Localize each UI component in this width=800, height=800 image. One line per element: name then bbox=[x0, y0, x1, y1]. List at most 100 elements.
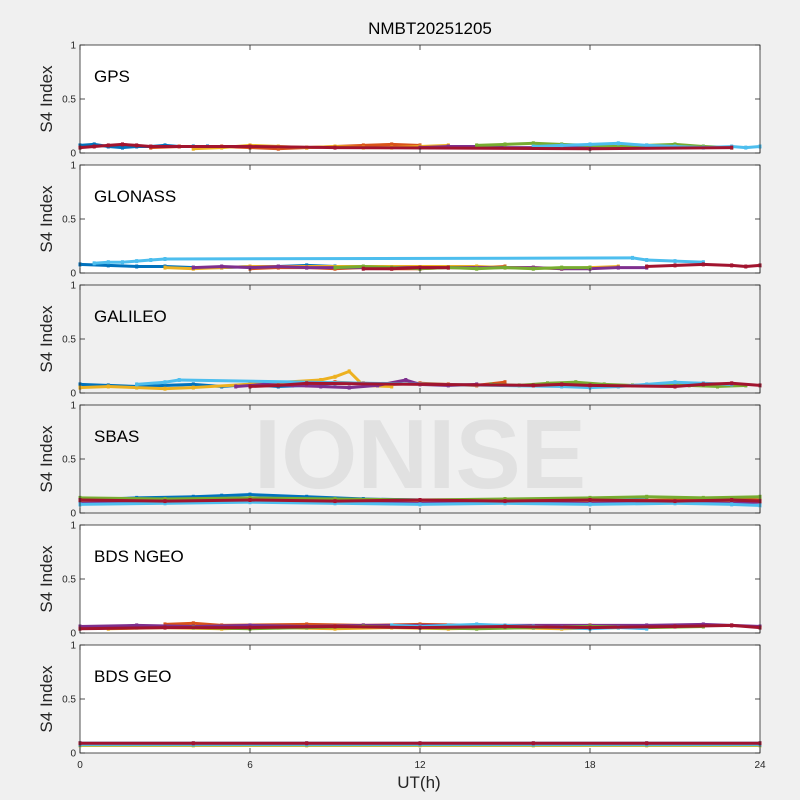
y-tick-label: 0.5 bbox=[62, 695, 76, 706]
plot-area bbox=[80, 525, 760, 633]
data-segment bbox=[503, 266, 535, 271]
data-segment bbox=[106, 142, 125, 148]
watermark: IONISE bbox=[254, 399, 586, 509]
y-axis-label: S4 Index bbox=[37, 185, 56, 253]
data-point bbox=[163, 265, 167, 270]
data-point bbox=[645, 264, 649, 269]
data-point bbox=[503, 497, 507, 501]
data-segment bbox=[701, 495, 762, 500]
plot-area bbox=[80, 285, 760, 393]
data-point bbox=[475, 622, 479, 627]
data-segment bbox=[92, 260, 110, 265]
data-point bbox=[191, 621, 195, 626]
data-segment bbox=[418, 498, 507, 503]
data-segment bbox=[588, 624, 677, 630]
data-point bbox=[616, 265, 620, 270]
data-point bbox=[475, 626, 479, 631]
data-point bbox=[730, 145, 734, 150]
data-segment bbox=[120, 259, 139, 264]
data-segment bbox=[220, 264, 252, 270]
data-point bbox=[191, 265, 195, 270]
data-segment bbox=[220, 493, 252, 498]
data-point bbox=[92, 142, 96, 147]
figure-title: NMBT20251205 bbox=[368, 19, 492, 38]
data-point bbox=[333, 374, 337, 379]
data-segment bbox=[673, 498, 734, 503]
y-tick-label: 0 bbox=[70, 509, 76, 520]
panel-galileo: 0 0.5 1 GALILEO S4 Index bbox=[37, 281, 762, 400]
data-point bbox=[673, 499, 677, 504]
data-segment bbox=[163, 266, 195, 271]
data-segment bbox=[673, 501, 734, 506]
data-point bbox=[616, 141, 620, 146]
data-point bbox=[730, 623, 734, 628]
panel-label: GLONASS bbox=[94, 187, 176, 206]
data-segment bbox=[333, 624, 422, 630]
data-segment bbox=[673, 623, 734, 629]
data-segment bbox=[78, 142, 96, 148]
plot-area bbox=[80, 165, 760, 273]
data-point bbox=[716, 384, 719, 389]
data-segment bbox=[673, 382, 705, 389]
data-point bbox=[333, 499, 337, 504]
data-segment bbox=[390, 266, 422, 271]
data-segment bbox=[319, 375, 337, 382]
data-point bbox=[347, 369, 351, 374]
data-segment bbox=[616, 141, 649, 148]
data-segment bbox=[305, 381, 535, 387]
data-segment bbox=[248, 383, 280, 389]
data-segment bbox=[248, 500, 337, 505]
data-segment bbox=[333, 264, 365, 270]
data-segment bbox=[531, 382, 564, 387]
data-point bbox=[475, 266, 479, 271]
data-point bbox=[361, 266, 365, 271]
data-segment bbox=[503, 501, 592, 506]
data-point bbox=[645, 494, 649, 499]
data-segment bbox=[333, 146, 592, 151]
data-segment bbox=[673, 380, 705, 385]
data-point bbox=[220, 264, 224, 269]
data-point bbox=[248, 384, 252, 389]
data-point bbox=[446, 265, 450, 270]
data-point bbox=[191, 741, 195, 746]
data-point bbox=[248, 625, 252, 630]
data-segment bbox=[645, 258, 677, 263]
data-segment bbox=[503, 624, 592, 630]
data-point bbox=[149, 258, 153, 262]
data-segment bbox=[319, 384, 351, 390]
data-segment bbox=[333, 369, 352, 379]
data-point bbox=[588, 625, 592, 630]
data-segment bbox=[588, 498, 677, 503]
data-point bbox=[418, 265, 422, 270]
data-point bbox=[106, 260, 110, 265]
data-point bbox=[701, 622, 705, 627]
data-point bbox=[361, 264, 365, 269]
data-point bbox=[616, 144, 620, 149]
data-segment bbox=[92, 143, 110, 149]
data-segment bbox=[248, 624, 337, 630]
data-point bbox=[305, 741, 309, 746]
data-segment bbox=[630, 256, 649, 262]
data-segment bbox=[248, 493, 309, 499]
data-point bbox=[276, 383, 280, 388]
data-segment bbox=[560, 384, 592, 390]
data-point bbox=[701, 262, 705, 267]
data-point bbox=[135, 382, 139, 387]
data-point bbox=[319, 378, 323, 382]
data-point bbox=[390, 623, 394, 628]
data-point bbox=[531, 141, 535, 146]
data-segment bbox=[163, 382, 195, 387]
x-tick-label: 18 bbox=[584, 760, 596, 771]
data-point bbox=[560, 382, 564, 387]
data-point bbox=[121, 142, 124, 147]
plot-area bbox=[80, 45, 760, 153]
data-point bbox=[744, 264, 748, 269]
data-point bbox=[135, 385, 139, 390]
data-point bbox=[645, 143, 649, 148]
panel-label: BDS NGEO bbox=[94, 547, 184, 566]
data-segment bbox=[163, 621, 195, 626]
data-segment bbox=[248, 264, 280, 270]
data-point bbox=[234, 384, 238, 389]
panel-label: GALILEO bbox=[94, 307, 167, 326]
data-segment bbox=[290, 383, 323, 389]
